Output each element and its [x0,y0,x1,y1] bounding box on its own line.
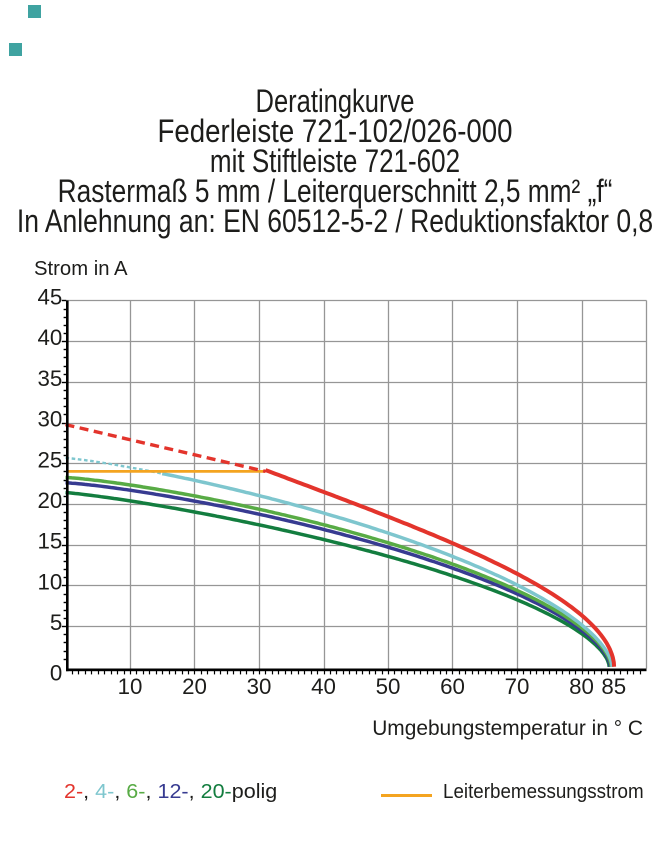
svg-text:10: 10 [118,674,143,699]
svg-text:35: 35 [37,366,62,391]
svg-text:0: 0 [50,661,62,686]
svg-text:50: 50 [376,674,401,699]
svg-text:15: 15 [37,529,62,554]
svg-text:20: 20 [37,488,62,513]
svg-text:85: 85 [601,674,626,699]
svg-text:10: 10 [37,569,62,594]
svg-text:70: 70 [505,674,530,699]
svg-text:20: 20 [182,674,207,699]
svg-text:30: 30 [247,674,272,699]
svg-text:40: 40 [37,325,62,350]
svg-text:30: 30 [37,407,62,432]
svg-text:45: 45 [37,285,62,310]
svg-text:40: 40 [311,674,336,699]
svg-text:60: 60 [440,674,465,699]
svg-text:5: 5 [50,610,62,635]
svg-text:80: 80 [569,674,594,699]
svg-text:25: 25 [37,447,62,472]
